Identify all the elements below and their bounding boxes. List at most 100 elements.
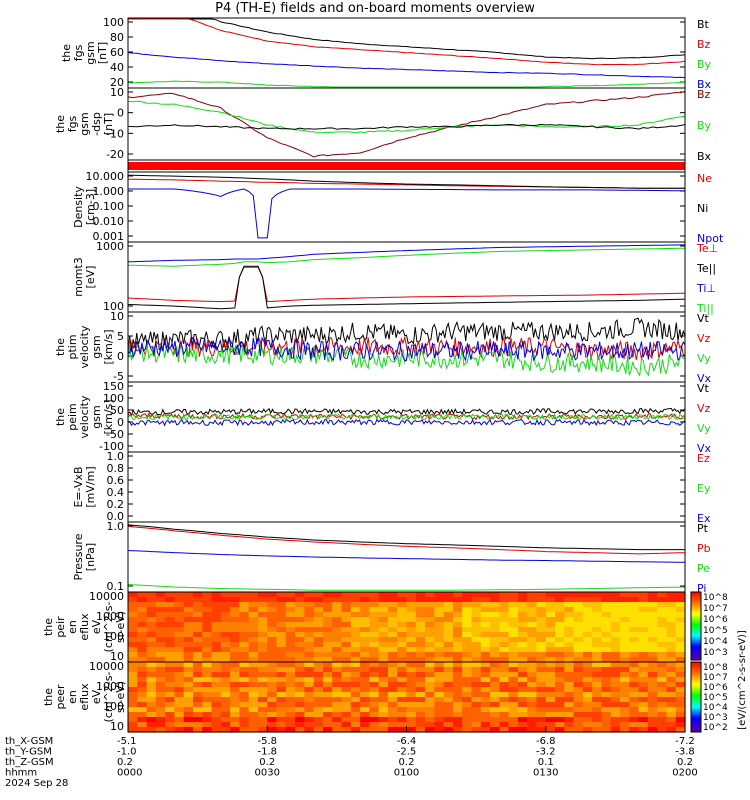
ytick-label: 0.8 bbox=[107, 462, 125, 475]
heatmap-cell bbox=[128, 717, 138, 723]
heatmap-cell bbox=[267, 632, 278, 638]
heatmap-cell bbox=[490, 592, 500, 598]
heatmap-cell bbox=[174, 672, 185, 678]
heatmap-cell bbox=[582, 687, 593, 693]
heatmap-cell bbox=[638, 647, 649, 653]
heatmap-cell bbox=[536, 707, 547, 713]
xaxis-value: 0.2 bbox=[677, 757, 693, 768]
heatmap-cell bbox=[295, 692, 305, 698]
heatmap-cell bbox=[350, 687, 361, 693]
heatmap-cell bbox=[471, 662, 482, 668]
heatmap-cell bbox=[434, 717, 445, 723]
heatmap-cell bbox=[499, 657, 510, 663]
heatmap-cell bbox=[387, 667, 398, 673]
heatmap-cell bbox=[211, 617, 222, 623]
heatmap-cell bbox=[462, 592, 473, 598]
heatmap-cell bbox=[638, 612, 649, 618]
ytick-label: 10000 bbox=[89, 660, 124, 673]
heatmap-cell bbox=[360, 722, 370, 728]
heatmap-cell bbox=[276, 612, 287, 618]
heatmap-cell bbox=[582, 677, 593, 683]
heatmap-cell bbox=[592, 677, 603, 683]
heatmap-cell bbox=[647, 602, 658, 608]
heatmap-cell bbox=[332, 642, 343, 648]
heatmap-cell bbox=[397, 627, 408, 633]
ytick-label: 10 bbox=[110, 310, 124, 323]
heatmap-cell bbox=[425, 652, 435, 658]
heatmap-cell bbox=[341, 627, 352, 633]
heatmap-cell bbox=[406, 712, 417, 718]
heatmap-cell bbox=[285, 657, 296, 663]
heatmap-cell bbox=[230, 592, 240, 598]
heatmap-cell bbox=[555, 652, 565, 658]
heatmap-cell bbox=[471, 717, 482, 723]
heatmap-cell bbox=[313, 727, 324, 733]
heatmap-cell bbox=[313, 602, 324, 608]
heatmap-cell bbox=[666, 682, 677, 688]
heatmap-cell bbox=[425, 657, 435, 663]
heatmap-cell bbox=[276, 642, 287, 648]
xaxis-value: 0100 bbox=[394, 768, 419, 779]
heatmap-cell bbox=[462, 657, 473, 663]
heatmap-cell bbox=[536, 727, 547, 733]
heatmap-cell bbox=[610, 682, 621, 688]
heatmap-cell bbox=[322, 702, 333, 708]
heatmap-cell bbox=[248, 722, 259, 728]
heatmap-cell bbox=[322, 672, 333, 678]
heatmap-cell bbox=[620, 727, 630, 733]
heatmap-cell bbox=[564, 617, 575, 623]
heatmap-cell bbox=[527, 712, 538, 718]
heatmap-cell bbox=[295, 677, 305, 683]
heatmap-cell bbox=[220, 622, 231, 628]
ylabel-line: [eV] bbox=[84, 266, 97, 289]
panel-frame bbox=[127, 451, 686, 523]
heatmap-cell bbox=[369, 647, 380, 653]
heatmap-cell bbox=[647, 667, 658, 673]
legend-Npot: Npot bbox=[697, 232, 724, 245]
heatmap-cell bbox=[601, 592, 612, 598]
heatmap-cell bbox=[276, 677, 287, 683]
heatmap-cell bbox=[267, 597, 278, 603]
ytick-label: 0.010 bbox=[93, 215, 125, 228]
heatmap-cell bbox=[629, 727, 640, 733]
heatmap-cell bbox=[248, 672, 259, 678]
heatmap-cell bbox=[313, 647, 324, 653]
heatmap-cell bbox=[165, 597, 176, 603]
heatmap-cell bbox=[675, 607, 686, 613]
heatmap-cell bbox=[480, 687, 491, 693]
heatmap-cell bbox=[657, 657, 668, 663]
heatmap-cell bbox=[406, 717, 417, 723]
heatmap-cell bbox=[165, 612, 176, 618]
heatmap-cell bbox=[239, 717, 250, 723]
heatmap-cell bbox=[573, 707, 584, 713]
heatmap-cell bbox=[527, 652, 538, 658]
heatmap-cell bbox=[267, 647, 278, 653]
heatmap-cell bbox=[397, 692, 408, 698]
heatmap-cell bbox=[527, 627, 538, 633]
heatmap-cell bbox=[452, 592, 463, 598]
heatmap-cell bbox=[536, 682, 547, 688]
ylabel-line: eflux bbox=[78, 683, 91, 711]
heatmap-cell bbox=[378, 672, 389, 678]
heatmap-cell bbox=[545, 592, 556, 598]
heatmap-cell bbox=[397, 607, 408, 613]
heatmap-cell bbox=[545, 692, 556, 698]
chart-title: P4 (TH-E) fields and on-board moments ov… bbox=[215, 1, 535, 16]
heatmap-cell bbox=[165, 622, 176, 628]
heatmap-cell bbox=[295, 682, 305, 688]
heatmap-cell bbox=[471, 607, 482, 613]
heatmap-cell bbox=[257, 642, 268, 648]
ylabel-line: [km/s] bbox=[102, 399, 115, 434]
heatmap-cell bbox=[666, 622, 677, 628]
heatmap-cell bbox=[322, 592, 333, 598]
heatmap-cell bbox=[137, 717, 148, 723]
heatmap-cell bbox=[202, 592, 213, 598]
heatmap-cell bbox=[248, 667, 259, 673]
heatmap-cell bbox=[192, 697, 203, 703]
heatmap-cell bbox=[322, 692, 333, 698]
heatmap-cell bbox=[313, 697, 324, 703]
heatmap-cell bbox=[369, 707, 380, 713]
heatmap-cell bbox=[620, 597, 630, 603]
legend-Te⊥: Te⊥ bbox=[696, 242, 718, 255]
heatmap-cell bbox=[638, 637, 649, 643]
